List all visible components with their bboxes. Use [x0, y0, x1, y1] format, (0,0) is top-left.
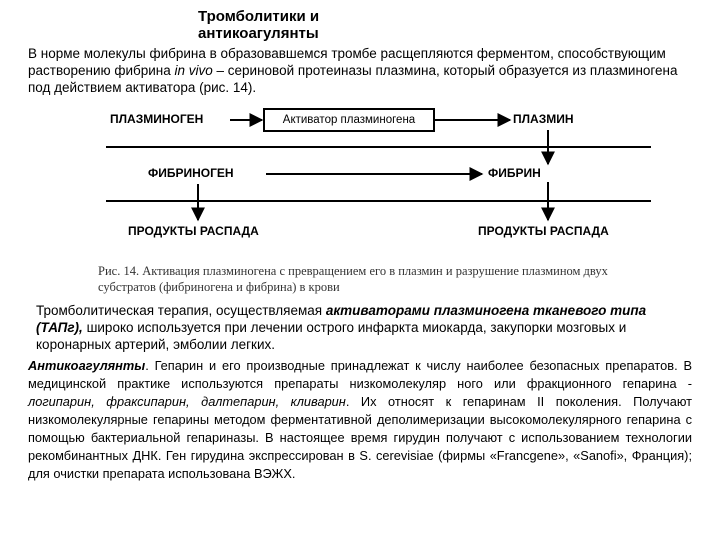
p2-t3: широко используется при лечении острого … [36, 320, 626, 352]
node-breakdown-right: ПРОДУКТЫ РАСПАДА [478, 224, 609, 238]
page: Тромболитики и антикоагулянты В норме мо… [0, 0, 720, 540]
p2-t1: Тромболитическая терапия, осуществляемая [36, 303, 326, 318]
p1-t2: in vivo [175, 63, 213, 78]
paragraph-therapy: Тромболитическая терапия, осуществляемая… [28, 302, 692, 354]
figure-caption: Рис. 14. Активация плазминогена с превра… [98, 264, 642, 295]
document-title: Тромболитики и антикоагулянты [198, 8, 518, 43]
paragraph-intro: В норме молекулы фибрина в образовавшемс… [28, 45, 692, 97]
node-fibrinogen: ФИБРИНОГЕН [148, 166, 234, 180]
paragraph-anticoagulants: Антикоагулянты. Гепарин и его производны… [28, 357, 692, 482]
node-plasminogen: ПЛАЗМИНОГЕН [110, 112, 203, 126]
title-line2: антикоагулянты [198, 25, 319, 42]
node-breakdown-left: ПРОДУКТЫ РАСПАДА [128, 224, 259, 238]
p3-t1: Антикоагулянты [28, 358, 145, 373]
node-fibrin: ФИБРИН [488, 166, 541, 180]
title-line1: Тромболитики и [198, 8, 319, 25]
p3-t3: логипарин, фраксипарин, далтепарин, клив… [28, 394, 346, 409]
figure-14: ПЛАЗМИНОГЕН Активатор плазминогена ПЛАЗМ… [78, 102, 678, 262]
node-activator: Активатор плазминогена [263, 108, 435, 132]
node-plasmin: ПЛАЗМИН [513, 112, 574, 126]
